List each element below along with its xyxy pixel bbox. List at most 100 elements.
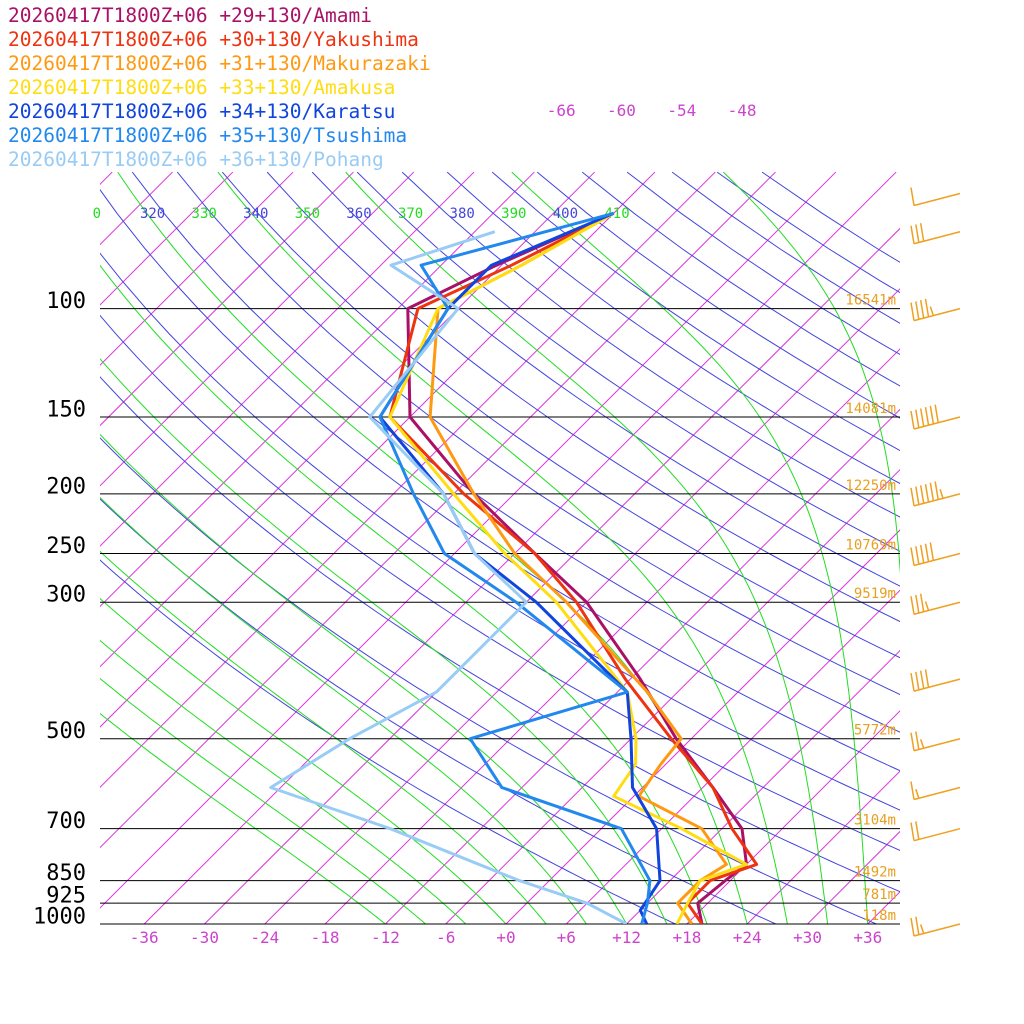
isotherm-line (143, 171, 897, 924)
legend-entry: 20260417T1800Z+06 +34+130/Karatsu (8, 100, 396, 123)
legend-entry: 20260417T1800Z+06 +33+130/Amakusa (8, 76, 396, 99)
temperature-tick-label: +12 (612, 928, 641, 947)
theta-labels: 0 320 330 340 350 360 370 380 390 400 410 (93, 206, 630, 222)
height-label: 3104m (854, 813, 896, 829)
pressure-label: 200 (46, 474, 86, 499)
wind-barb (910, 404, 961, 430)
dry-adiabat-line (100, 188, 900, 772)
isotherm-line (100, 171, 173, 246)
wind-barbs (910, 187, 961, 937)
isotherm-line (100, 171, 837, 909)
pressure-label: 925 (46, 884, 86, 909)
dry-adiabat-line (100, 252, 900, 811)
sounding-trace (406, 211, 748, 924)
pressure-label: 250 (46, 534, 86, 559)
sounding-trace (388, 211, 748, 924)
theta-label: 400 (553, 206, 578, 222)
theta-label: 0 (93, 206, 101, 222)
wind-barb (910, 731, 961, 752)
dry-adiabat-line (356, 171, 900, 552)
height-label: 781m (862, 887, 896, 903)
isotherm-line (324, 348, 900, 924)
height-label: 5772m (854, 723, 896, 739)
legend-entry: 20260417T1800Z+06 +36+130/Pohang (8, 148, 384, 171)
height-label: 12250m (845, 478, 896, 494)
moist-adiabat-line (100, 712, 386, 924)
isotherm-line (100, 171, 716, 789)
wind-barb (910, 481, 961, 507)
dry-adiabat-line (100, 437, 877, 924)
moist-adiabat-line (100, 264, 708, 924)
moist-adiabat-line (100, 433, 628, 924)
theta-label: 390 (501, 206, 526, 222)
wind-barb (910, 223, 961, 245)
theta-label: 330 (192, 206, 217, 222)
dry-adiabat-line (311, 171, 900, 587)
legend-entry: 20260417T1800Z+06 +29+130/Amami (8, 4, 372, 27)
legend-entry: 20260417T1800Z+06 +30+130/Yakushima (8, 28, 419, 51)
moist-adiabat-line (345, 171, 829, 924)
theta-label: 380 (450, 206, 475, 222)
isotherm-line (565, 589, 900, 924)
isotherm-top-label: -66 (547, 101, 576, 120)
temperature-tick-label: -24 (250, 928, 279, 947)
moist-adiabat-line (723, 171, 900, 575)
pressure-label: 850 (46, 861, 86, 886)
dry-adiabat-line (100, 498, 777, 924)
dry-adiabat-line (536, 171, 900, 419)
pressure-label: 1000 (33, 905, 86, 930)
moist-adiabat-line (100, 639, 467, 924)
sounding-trace (388, 211, 759, 924)
height-label: 1492m (854, 865, 896, 881)
isotherm-line (626, 649, 900, 924)
dry-adiabat-line (266, 171, 900, 623)
temperature-tick-label: -30 (190, 928, 219, 947)
isotherm-line (100, 171, 475, 547)
temperature-tick-label: +30 (793, 928, 822, 947)
isotherm-line (100, 171, 595, 668)
temperature-tick-label: -36 (130, 928, 159, 947)
height-label: 10769m (845, 537, 896, 553)
dry-adiabat-line (401, 171, 900, 518)
temperature-tick-label: +36 (853, 928, 882, 947)
legend: 20260417T1800Z+06 +29+130/Amami 20260417T… (8, 4, 431, 172)
wind-barb (910, 542, 961, 567)
isotherm-line (264, 288, 900, 924)
height-label: 9519m (854, 586, 896, 602)
temperature-tick-label: +18 (672, 928, 701, 947)
isotherm-line (100, 171, 354, 427)
isotherm-line (100, 171, 415, 487)
wind-barb (910, 298, 961, 322)
legend-entry: 20260417T1800Z+06 +31+130/Makurazaki (8, 52, 431, 75)
theta-label: 360 (346, 206, 371, 222)
isotherm-line (100, 171, 234, 306)
dry-adiabat-line (100, 376, 900, 893)
moist-adiabat-line (511, 171, 869, 924)
temperature-tick-label: +6 (557, 928, 576, 947)
isobars (100, 308, 900, 925)
sounding-trace (269, 230, 628, 924)
wind-barb (910, 187, 961, 207)
isotherm-top-label: -60 (607, 101, 636, 120)
profile-traces (269, 211, 759, 924)
wind-barb (910, 593, 961, 615)
wind-barb (910, 781, 961, 801)
isotherm-line (928, 172, 1024, 924)
isotherm-line (746, 770, 900, 924)
isotherm-line (385, 408, 900, 924)
isotherm-top-label: -54 (667, 101, 696, 120)
temperature-tick-label: -6 (436, 928, 455, 947)
isotherm-top-label: -48 (728, 101, 757, 120)
isotherm-line (0, 172, 52, 924)
temperature-tick-label: +0 (496, 928, 515, 947)
wind-barb (910, 916, 961, 937)
dry-adiabat-line (176, 171, 900, 696)
theta-label: 410 (604, 206, 629, 222)
moist-adiabat-line (100, 597, 507, 924)
isotherm-line (686, 710, 900, 924)
sounding-trace (378, 211, 652, 924)
isotherm-line (100, 171, 535, 608)
moist-adiabat-line (217, 171, 788, 924)
